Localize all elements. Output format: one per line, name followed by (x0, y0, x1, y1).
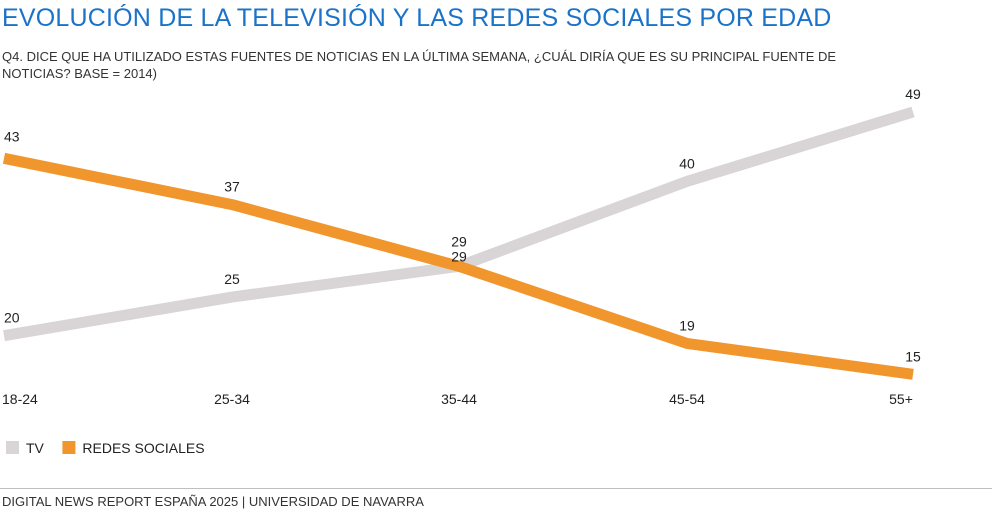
footer-divider (0, 488, 992, 489)
data-label: 29 (451, 248, 467, 264)
series-line-redes-sociales (2, 152, 914, 380)
legend-swatch (6, 441, 19, 454)
chart-subtitle: Q4. DICE QUE HA UTILIZADO ESTAS FUENTES … (2, 49, 837, 81)
legend: TV REDES SOCIALES (6, 440, 205, 456)
x-tick-label: 45-54 (669, 391, 705, 407)
legend-label: TV (26, 440, 45, 456)
data-label: 37 (224, 179, 240, 195)
series-layer (2, 106, 915, 380)
x-tick-label: 55+ (889, 391, 913, 407)
series-line-tv (3, 106, 915, 342)
data-label: 20 (4, 310, 20, 326)
data-label-layer: 20 25 29 40 49 43 37 29 19 15 (4, 86, 921, 364)
x-axis-ticks: 18-24 25-34 35-44 45-54 55+ (2, 391, 913, 407)
data-label: 15 (905, 348, 921, 364)
x-tick-label: 25-34 (214, 391, 250, 407)
data-label: 49 (905, 86, 921, 102)
data-label: 40 (679, 155, 695, 171)
x-tick-label: 35-44 (441, 391, 477, 407)
data-label: 19 (679, 317, 695, 333)
legend-label: REDES SOCIALES (82, 440, 204, 456)
legend-swatch (62, 441, 76, 454)
data-label: 25 (224, 271, 240, 287)
line-chart: 20 25 29 40 49 43 37 29 19 15 18-24 25-34 35-44 45-5… (2, 86, 921, 456)
x-tick-label: 18-24 (2, 391, 38, 407)
chart-title: EVOLUCIÓN DE LA TELEVISIÓN Y LAS REDES S… (2, 4, 832, 32)
data-label: 29 (451, 233, 467, 249)
footer-source: DIGITAL NEWS REPORT ESPAÑA 2025 | UNIVER… (2, 494, 424, 509)
data-label: 43 (4, 128, 20, 144)
